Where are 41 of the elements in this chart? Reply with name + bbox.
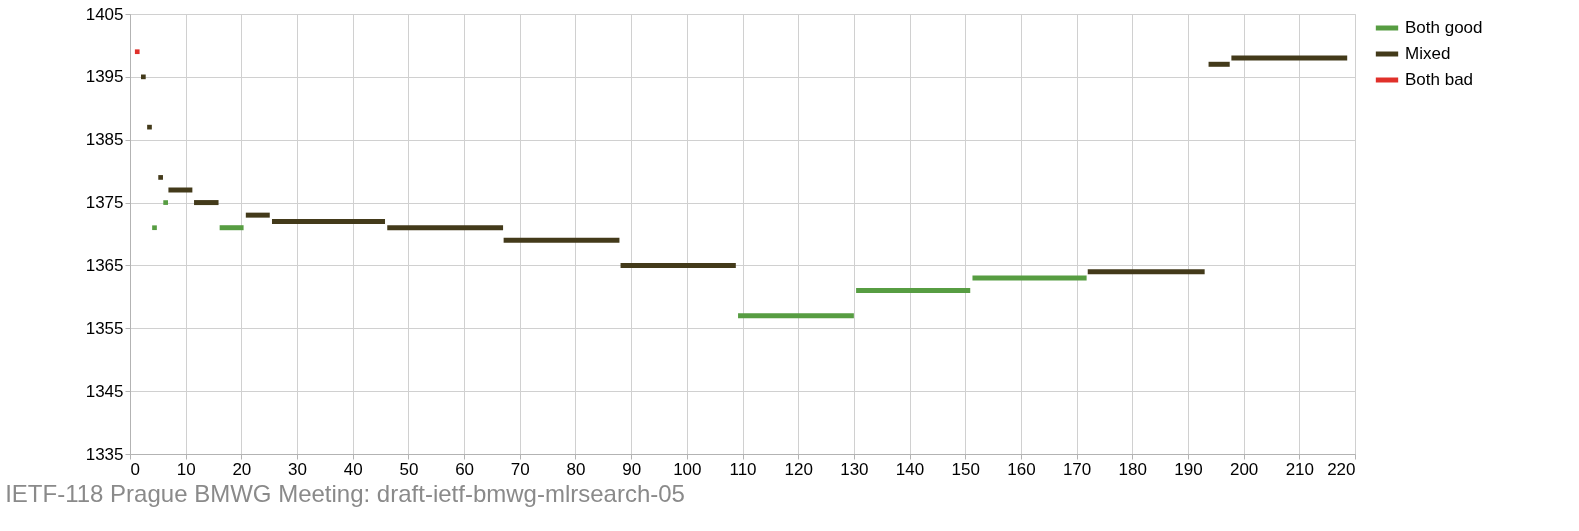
x-tick-label: 40 — [343, 459, 363, 479]
point — [141, 74, 146, 80]
legend-label: Both good — [1405, 18, 1483, 37]
x-tick-label: 20 — [232, 459, 252, 479]
x-tick-label: 30 — [288, 459, 308, 479]
x-tick-label: 120 — [784, 459, 813, 479]
point — [152, 225, 157, 231]
x-tick-label: 90 — [622, 459, 642, 479]
y-tick-label: 1385 — [85, 130, 124, 150]
x-tick-label: 180 — [1118, 459, 1147, 479]
y-tick-label: 1365 — [85, 255, 124, 275]
x-tick-label: 0 — [130, 459, 140, 479]
x-tick-label: 70 — [510, 459, 530, 479]
point — [158, 175, 163, 180]
x-tick-label: 60 — [455, 459, 475, 479]
x-tick-label: 80 — [566, 459, 586, 479]
y-tick-label: 1345 — [85, 381, 124, 401]
x-tick-label: 150 — [951, 459, 980, 479]
x-tick-label: 190 — [1174, 459, 1203, 479]
text: IETF-118 Prague BMWG Meeting: draft-ietf-bmwg-mlrsearch-05 — [5, 480, 685, 507]
x-tick-label: 200 — [1229, 459, 1259, 479]
point — [147, 124, 152, 130]
x-tick-label: 110 — [729, 459, 757, 479]
x-tick-label: 210 — [1285, 459, 1315, 479]
point — [134, 49, 140, 55]
x-tick-label: 160 — [1007, 459, 1036, 479]
x-tick-label: 220 — [1327, 459, 1356, 479]
legend-label: Both bad — [1405, 70, 1474, 89]
point — [163, 200, 168, 205]
x-tick-label: 10 — [176, 459, 196, 479]
x-tick-label: 130 — [840, 459, 869, 479]
x-tick-label: 100 — [673, 459, 702, 479]
y-tick-label: 1405 — [85, 4, 124, 24]
y-tick-label: 1395 — [85, 67, 124, 87]
legend-label: Mixed — [1405, 44, 1451, 63]
x-tick-label: 170 — [1062, 459, 1092, 479]
y-tick-label: 1375 — [85, 193, 124, 213]
y-tick-label: 1335 — [85, 444, 124, 464]
x-tick-label: 140 — [895, 459, 925, 479]
x-tick-label: 50 — [399, 459, 419, 479]
y-tick-label: 1355 — [85, 318, 124, 338]
